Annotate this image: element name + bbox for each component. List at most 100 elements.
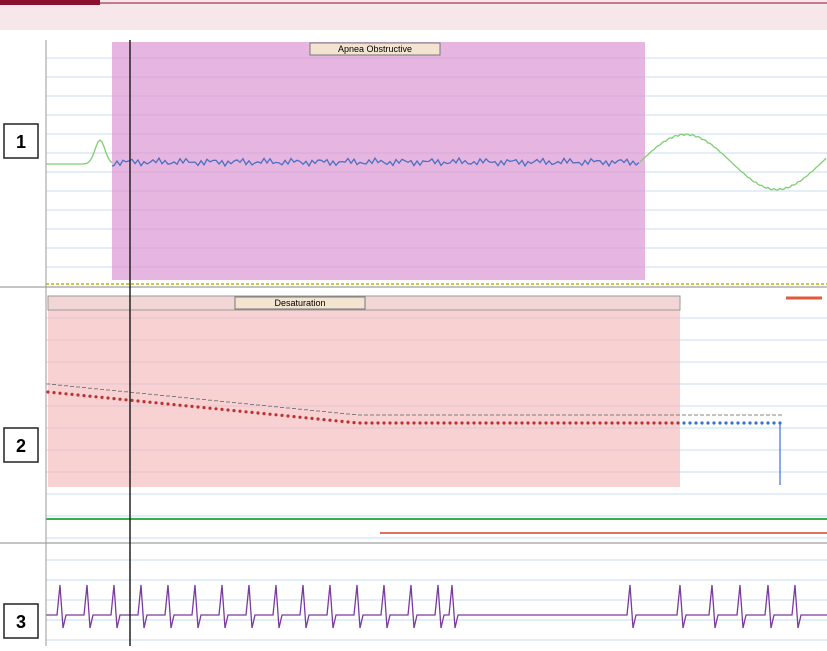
spo2-dot: [58, 391, 62, 395]
spo2-dot: [760, 421, 764, 425]
spo2-dot: [664, 421, 668, 425]
spo2-dot: [160, 401, 164, 405]
spo2-dot: [406, 421, 410, 425]
top-accent: [0, 0, 100, 5]
spo2-dot: [124, 398, 128, 402]
spo2-dot: [166, 402, 170, 406]
spo2-dot: [370, 421, 374, 425]
spo2-dot: [754, 421, 758, 425]
spo2-dot: [400, 421, 404, 425]
spo2-dot: [64, 392, 68, 396]
spo2-dot: [724, 421, 728, 425]
spo2-dot: [316, 417, 320, 421]
spo2-dot: [280, 413, 284, 417]
spo2-dot: [196, 405, 200, 409]
spo2-dot: [736, 421, 740, 425]
spo2-dot: [442, 421, 446, 425]
spo2-dot: [88, 394, 92, 398]
spo2-dot: [694, 421, 698, 425]
spo2-dot: [544, 421, 548, 425]
spo2-dot: [304, 416, 308, 420]
spo2-dot: [298, 415, 302, 419]
desaturation-shading: [48, 298, 680, 487]
spo2-dot: [154, 401, 158, 405]
spo2-dot: [232, 409, 236, 413]
spo2-dot: [226, 408, 230, 412]
spo2-dot: [256, 411, 260, 415]
spo2-dot: [616, 421, 620, 425]
panel-label: 3: [16, 612, 26, 632]
spo2-dot: [592, 421, 596, 425]
spo2-dot: [520, 421, 524, 425]
spo2-dot: [172, 403, 176, 407]
spo2-dot: [496, 421, 500, 425]
spo2-dot: [772, 421, 776, 425]
spo2-dot: [514, 421, 518, 425]
spo2-dot: [682, 421, 686, 425]
spo2-dot: [730, 421, 734, 425]
traces: [46, 133, 827, 629]
spo2-dot: [472, 421, 476, 425]
spo2-dot: [424, 421, 428, 425]
spo2-dot: [412, 421, 416, 425]
spo2-dot: [214, 407, 218, 411]
spo2-dot: [274, 413, 278, 417]
panel-box: [3, 603, 39, 639]
spo2-dot: [94, 395, 98, 399]
spo2-dot: [112, 397, 116, 401]
spo2-dot: [436, 421, 440, 425]
spo2-dot: [142, 400, 146, 404]
spo2-dot: [454, 421, 458, 425]
spo2-dot: [670, 421, 674, 425]
spo2-dot: [742, 421, 746, 425]
spo2-dot: [598, 421, 602, 425]
spo2-dot: [292, 415, 296, 419]
spo2-dot: [532, 421, 536, 425]
spo2-dot: [526, 421, 530, 425]
spo2-dot: [418, 421, 422, 425]
airflow-trace: [639, 133, 827, 191]
spo2-dot: [268, 412, 272, 416]
spo2-dot: [208, 406, 212, 410]
spo2-dot: [502, 421, 506, 425]
spo2-dot: [610, 421, 614, 425]
ecg-trace: [46, 584, 827, 629]
spo2-dot: [238, 409, 242, 413]
spo2-dot: [700, 421, 704, 425]
spo2-dot: [466, 421, 470, 425]
spo2-dot: [202, 406, 206, 410]
spo2-dot: [52, 391, 56, 395]
spo2-dot: [628, 421, 632, 425]
spo2-dot: [130, 398, 134, 402]
spo2-dot: [70, 392, 74, 396]
spo2-dot: [640, 421, 644, 425]
spo2-dot: [100, 395, 104, 399]
spo2-dot: [562, 421, 566, 425]
spo2-dot: [508, 421, 512, 425]
spo2-dot: [484, 421, 488, 425]
spo2-dot: [718, 421, 722, 425]
spo2-dot: [712, 421, 716, 425]
spo2-dot: [748, 421, 752, 425]
spo2-dot: [556, 421, 560, 425]
spo2-dot: [604, 421, 608, 425]
spo2-dot: [460, 421, 464, 425]
spo2-dot: [310, 416, 314, 420]
event-label: Apnea Obstructive: [338, 44, 412, 54]
spo2-dot: [340, 419, 344, 423]
spo2-dot: [364, 421, 368, 425]
spo2-dot: [184, 404, 188, 408]
spo2-dot: [376, 421, 380, 425]
spo2-dot: [676, 421, 680, 425]
spo2-dot: [136, 399, 140, 403]
spo2-dot: [394, 421, 398, 425]
spo2-dot: [706, 421, 710, 425]
spo2-dot: [586, 421, 590, 425]
spo2-dot: [352, 421, 356, 425]
spo2-dot: [388, 421, 392, 425]
spo2-dot: [262, 412, 266, 416]
top-band: [0, 0, 827, 30]
panel-label: 2: [16, 436, 26, 456]
